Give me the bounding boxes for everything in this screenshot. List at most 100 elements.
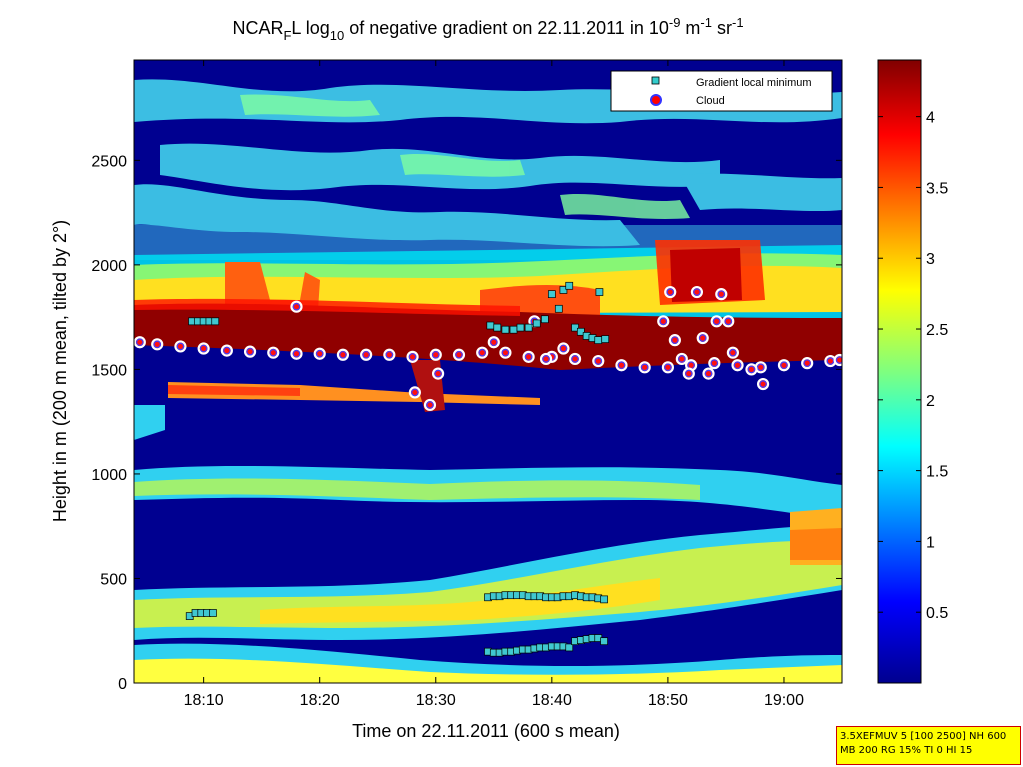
cloud-marker-ring — [292, 302, 301, 311]
gradient-minimum-marker — [501, 325, 510, 334]
cloud-marker-ring — [826, 357, 835, 365]
cloud-marker-ring — [153, 340, 162, 349]
x-tick-label: 18:40 — [532, 692, 572, 709]
x-tick-label: 18:50 — [648, 692, 688, 709]
cloud-marker-ring — [434, 369, 442, 378]
legend-label-gradient: Gradient local minimum — [696, 77, 812, 89]
colorbar-tick-label: 4 — [926, 110, 935, 127]
x-tick-label: 18:30 — [416, 692, 456, 709]
colorbar-tick-label: 2.5 — [926, 322, 948, 339]
cloud-marker-ring — [729, 348, 737, 357]
x-tick-label: 18:20 — [300, 692, 340, 709]
gradient-minimum-marker — [509, 325, 518, 334]
colorbar-tick-label: 0.5 — [926, 605, 948, 622]
y-axis-label: Height in m (200 m mean, tilted by 2°) — [50, 220, 70, 522]
gradient-minimum-marker — [211, 317, 220, 326]
colorbar: 0.5 1 1.5 2 2.5 3 3.5 4 — [877, 59, 948, 684]
cloud-marker-ring — [678, 355, 686, 363]
colorbar-tick-label: 1 — [926, 534, 935, 551]
x-tick-label: 18:10 — [184, 692, 224, 709]
cloud-marker-ring — [664, 363, 672, 372]
cloud-marker-ring — [408, 353, 417, 361]
gradient-minimum-marker — [541, 315, 549, 324]
cloud-marker-ring — [640, 363, 649, 372]
gradient-minimum-marker — [209, 609, 217, 617]
legend-label-cloud: Cloud — [696, 95, 725, 107]
gradient-minimum-marker — [600, 637, 608, 646]
cloud-marker-ring — [704, 369, 713, 378]
info-line-1: 3.5XEFMUV 5 [100 2500] NH 600 — [840, 731, 1007, 742]
colorbar-gradient — [877, 59, 922, 684]
gradient-minimum-marker — [516, 323, 525, 332]
cloud-marker-ring — [385, 350, 394, 359]
cloud-marker-ring — [747, 365, 756, 374]
cloud-marker-ring — [542, 355, 550, 363]
gradient-minimum-marker — [547, 290, 556, 298]
cloud-marker-ring — [759, 380, 767, 388]
cloud-marker-ring — [659, 317, 668, 326]
cloud-marker-ring — [223, 346, 231, 355]
cloud-marker-ring — [524, 353, 533, 361]
gradient-minimum-marker — [577, 327, 585, 336]
marker-layer — [134, 281, 842, 657]
y-tick-label: 2500 — [91, 153, 127, 170]
y-tick-label: 2000 — [91, 258, 127, 275]
cloud-marker-ring — [136, 338, 144, 347]
cloud-marker-ring — [710, 359, 719, 367]
colorbar-tick-label: 3.5 — [926, 180, 948, 197]
cloud-marker-ring — [176, 342, 185, 351]
cloud-marker-ring — [684, 369, 693, 378]
legend-box — [610, 70, 833, 112]
colorbar-tick-label: 1.5 — [926, 464, 948, 481]
x-axis: 18:10 18:20 18:30 18:40 18:50 19:00 — [184, 60, 804, 709]
colorbar-ticks: 0.5 1 1.5 2 2.5 3 3.5 4 — [878, 110, 948, 622]
gradient-minimum-marker — [532, 319, 541, 328]
chart-title: NCARFL log10 of negative gradient on 22.… — [232, 15, 743, 43]
cloud-marker-ring — [617, 361, 626, 370]
gradient-minimum-marker — [571, 323, 579, 332]
cloud-marker-ring — [835, 356, 842, 364]
cloud-marker-ring — [756, 363, 765, 372]
y-tick-label: 1500 — [91, 362, 127, 379]
gradient-minimum-marker — [600, 595, 608, 604]
heatmap-field — [134, 60, 842, 683]
cloud-marker-ring — [733, 361, 742, 370]
cloud-marker-ring — [246, 347, 254, 356]
cloud-marker-ring — [431, 350, 440, 359]
gradient-minimum-marker — [554, 304, 563, 313]
gradient-minimum-marker — [486, 321, 495, 330]
gradient-minimum-marker — [594, 336, 603, 344]
processing-info-box: 3.5XEFMUV 5 [100 2500] NH 600 MB 200 RG … — [836, 726, 1021, 765]
cloud-marker-ring — [426, 401, 434, 409]
y-tick-label: 500 — [100, 571, 127, 588]
cloud-marker-ring — [292, 349, 301, 358]
colorbar-tick-label: 2 — [926, 393, 935, 410]
cloud-marker-ring — [269, 348, 278, 357]
cloud-marker-ring — [362, 350, 370, 359]
cloud-marker-ring — [339, 350, 347, 359]
cloud-marker-ring — [315, 349, 324, 358]
gradient-minimum-marker — [524, 323, 533, 332]
x-axis-label: Time on 22.11.2011 (600 s mean) — [352, 721, 620, 741]
cloud-marker-ring — [594, 357, 603, 365]
info-line-2: MB 200 RG 15% TI 0 HI 15 — [840, 745, 973, 756]
cloud-marker-ring — [411, 388, 419, 397]
legend-circle-marker — [650, 94, 662, 106]
plot-frame — [133, 59, 843, 684]
cloud-marker-ring — [199, 344, 208, 353]
gradient-minimum-marker — [493, 323, 502, 332]
gradient-minimum-marker — [565, 281, 574, 290]
cloud-marker-ring — [490, 338, 498, 347]
gradient-minimum-marker — [559, 286, 568, 294]
y-tick-label: 1000 — [91, 467, 127, 484]
y-axis: 0 500 1000 1500 2000 2500 — [91, 153, 842, 693]
cloud-marker-ring — [559, 344, 568, 353]
cloud-marker-ring — [724, 317, 733, 326]
legend: Gradient local minimum Cloud — [610, 70, 833, 112]
cloud-marker-ring — [698, 334, 707, 342]
colorbar-tick-label: 3 — [926, 251, 935, 268]
cloud-marker-ring — [671, 336, 679, 344]
gradient-minimum-marker — [595, 288, 604, 296]
cloud-marker-ring — [478, 348, 486, 357]
